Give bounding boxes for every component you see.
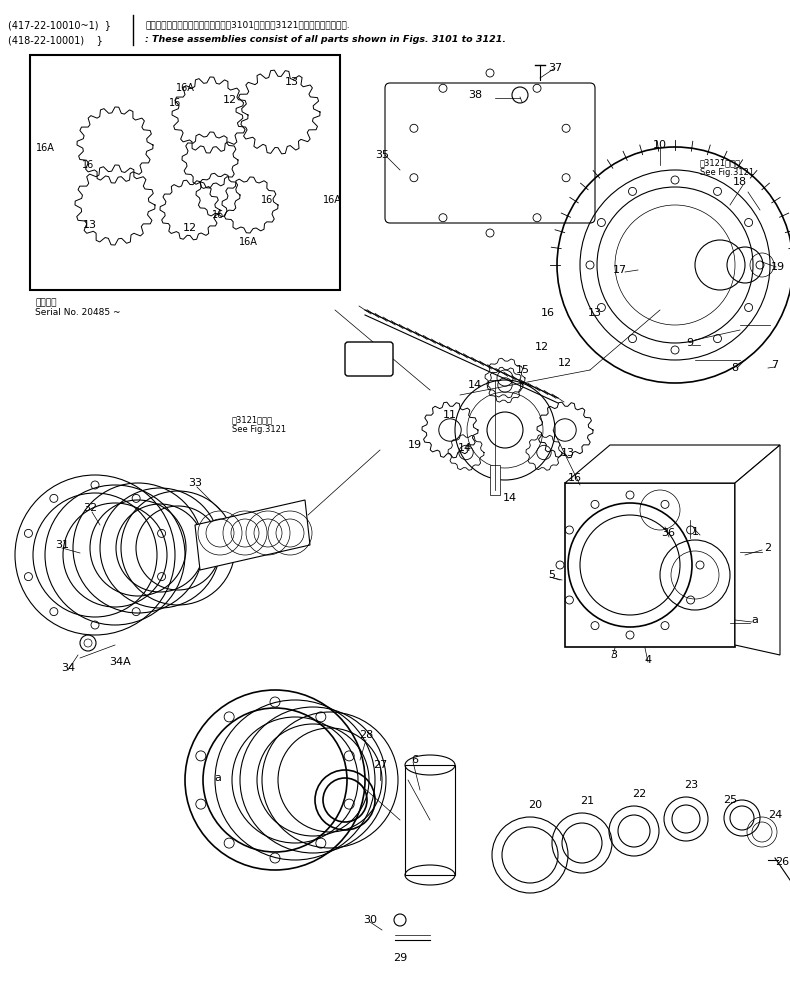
Text: 6: 6 xyxy=(412,755,419,765)
Text: 12: 12 xyxy=(558,358,572,368)
Polygon shape xyxy=(195,500,310,570)
FancyBboxPatch shape xyxy=(345,342,393,376)
Text: 38: 38 xyxy=(468,90,482,100)
Text: 12: 12 xyxy=(183,223,197,233)
Text: 13: 13 xyxy=(285,77,299,87)
Text: 19: 19 xyxy=(408,440,422,450)
Text: 3: 3 xyxy=(611,650,618,660)
Bar xyxy=(30,55,340,290)
Text: 5: 5 xyxy=(548,570,555,580)
Text: 16: 16 xyxy=(82,160,94,170)
Text: 12: 12 xyxy=(223,95,237,105)
Text: 8: 8 xyxy=(732,363,739,373)
Text: 16: 16 xyxy=(568,473,582,483)
Text: 第3121図参照
See Fig.3121: 第3121図参照 See Fig.3121 xyxy=(232,415,286,434)
Text: 22: 22 xyxy=(632,789,646,799)
Text: これらのアセンブリの構成部品は第3101図から第3121図の部品を含みます.: これらのアセンブリの構成部品は第3101図から第3121図の部品を含みます. xyxy=(145,20,350,29)
Text: 第3121図参照
See Fig.3121: 第3121図参照 See Fig.3121 xyxy=(700,158,754,178)
Bar xyxy=(405,765,455,875)
Text: 34A: 34A xyxy=(109,657,131,667)
Text: 27: 27 xyxy=(373,760,387,770)
Text: 16: 16 xyxy=(212,210,224,220)
Text: 37: 37 xyxy=(548,63,562,73)
Text: 16A: 16A xyxy=(175,83,194,93)
Text: 17: 17 xyxy=(613,265,627,275)
Text: 14: 14 xyxy=(468,380,482,390)
Bar xyxy=(565,483,735,647)
Text: 14: 14 xyxy=(458,443,472,453)
Text: 25: 25 xyxy=(723,795,737,805)
Polygon shape xyxy=(735,445,780,655)
Text: 9: 9 xyxy=(687,338,694,348)
Text: 16A: 16A xyxy=(239,237,258,247)
Text: 1: 1 xyxy=(691,527,698,537)
Text: 2: 2 xyxy=(765,543,772,553)
Text: 16A: 16A xyxy=(323,195,342,205)
Text: 30: 30 xyxy=(363,915,377,925)
Text: 16: 16 xyxy=(541,308,555,318)
Circle shape xyxy=(512,87,528,103)
Text: 32: 32 xyxy=(83,503,97,513)
Text: 19: 19 xyxy=(771,262,785,272)
Text: a: a xyxy=(751,615,758,625)
Text: 34: 34 xyxy=(61,663,75,673)
Text: 10: 10 xyxy=(653,140,667,150)
Text: : These assemblies consist of all parts shown in Figs. 3101 to 3121.: : These assemblies consist of all parts … xyxy=(145,35,506,44)
Text: 13: 13 xyxy=(561,448,575,458)
Text: 21: 21 xyxy=(580,796,594,806)
Text: 23: 23 xyxy=(684,780,698,790)
Text: 16A: 16A xyxy=(36,143,55,153)
Text: 29: 29 xyxy=(393,953,407,963)
Text: 14: 14 xyxy=(503,493,517,503)
Text: 16: 16 xyxy=(169,98,181,108)
Text: 26: 26 xyxy=(775,857,789,867)
Text: 18: 18 xyxy=(733,177,747,187)
Text: 11: 11 xyxy=(443,410,457,420)
Bar xyxy=(490,465,500,495)
Text: 15: 15 xyxy=(516,365,530,375)
Text: (417-22-10010~1)  }: (417-22-10010~1) } xyxy=(8,20,111,30)
Text: 36: 36 xyxy=(661,528,675,538)
FancyBboxPatch shape xyxy=(385,83,595,223)
Text: 24: 24 xyxy=(768,810,782,820)
Text: 適用号機
Serial No. 20485 ~: 適用号機 Serial No. 20485 ~ xyxy=(35,298,121,317)
Text: FWD: FWD xyxy=(356,354,382,364)
Text: 31: 31 xyxy=(55,540,69,550)
Text: 13: 13 xyxy=(83,220,97,230)
Text: 7: 7 xyxy=(772,360,779,370)
Text: 35: 35 xyxy=(375,150,389,160)
Text: 16: 16 xyxy=(261,195,273,205)
Text: 20: 20 xyxy=(528,800,542,810)
Polygon shape xyxy=(565,445,780,483)
Text: 12: 12 xyxy=(535,342,549,352)
Text: 33: 33 xyxy=(188,478,202,488)
Text: 4: 4 xyxy=(645,655,652,665)
Text: 28: 28 xyxy=(359,730,373,740)
Text: 13: 13 xyxy=(588,308,602,318)
Text: (418-22-10001)    }: (418-22-10001) } xyxy=(8,35,103,45)
Text: a: a xyxy=(215,773,221,783)
